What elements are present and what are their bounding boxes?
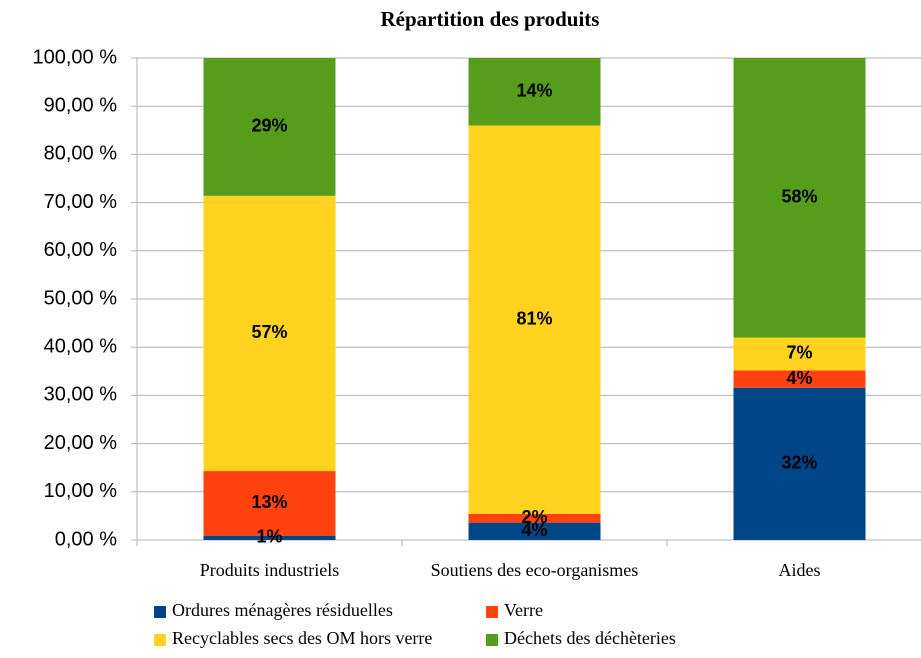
bar-segment bbox=[203, 535, 336, 540]
legend-swatch bbox=[486, 634, 498, 646]
legend-label: Déchets des déchèteries bbox=[504, 628, 676, 648]
y-tick-label: 70,00 % bbox=[44, 191, 118, 213]
data-label: 58% bbox=[781, 187, 817, 207]
bar-segment bbox=[733, 58, 866, 338]
y-tick-label: 80,00 % bbox=[44, 143, 118, 165]
data-label: 4% bbox=[786, 368, 812, 388]
y-tick-label: 0,00 % bbox=[55, 528, 117, 550]
data-label: 14% bbox=[516, 80, 552, 100]
data-label: 32% bbox=[781, 453, 817, 473]
data-label: 29% bbox=[251, 116, 287, 136]
legend-label: Verre bbox=[504, 600, 543, 620]
bar-segment bbox=[468, 513, 601, 523]
data-label: 4% bbox=[521, 520, 547, 540]
legend-swatch bbox=[486, 606, 498, 618]
bar-segment bbox=[203, 471, 336, 536]
y-tick-label: 100,00 % bbox=[32, 46, 117, 68]
x-tick-label: Aides bbox=[779, 560, 821, 580]
y-tick-label: 20,00 % bbox=[44, 432, 118, 454]
legend-swatch bbox=[154, 606, 166, 618]
bar-segment bbox=[203, 195, 336, 472]
bar-segment bbox=[733, 337, 866, 371]
bar-segment bbox=[468, 58, 601, 126]
y-tick-label: 50,00 % bbox=[44, 287, 118, 309]
x-tick-label: Produits industriels bbox=[200, 560, 340, 580]
y-tick-label: 60,00 % bbox=[44, 239, 118, 261]
bar-segment bbox=[733, 387, 866, 540]
bar-segment bbox=[733, 370, 866, 388]
chart-title: Répartition des produits bbox=[381, 7, 600, 31]
bar-segment bbox=[468, 125, 601, 514]
y-tick-label: 30,00 % bbox=[44, 384, 118, 406]
bar-segment bbox=[203, 58, 336, 196]
data-label: 57% bbox=[251, 322, 287, 342]
legend-label: Ordures ménagères résiduelles bbox=[172, 600, 393, 620]
y-tick-label: 40,00 % bbox=[44, 335, 118, 357]
bar-segment bbox=[468, 522, 601, 540]
y-tick-label: 90,00 % bbox=[44, 94, 118, 116]
data-label: 13% bbox=[251, 492, 287, 512]
x-tick-label: Soutiens des eco-organismes bbox=[431, 560, 639, 580]
legend-label: Recyclables secs des OM hors verre bbox=[172, 628, 432, 648]
data-label: 7% bbox=[786, 343, 812, 363]
data-label: 1% bbox=[256, 527, 282, 547]
data-label: 2% bbox=[521, 507, 547, 527]
y-tick-label: 10,00 % bbox=[44, 480, 118, 502]
legend-swatch bbox=[154, 634, 166, 646]
data-label: 81% bbox=[516, 308, 552, 328]
